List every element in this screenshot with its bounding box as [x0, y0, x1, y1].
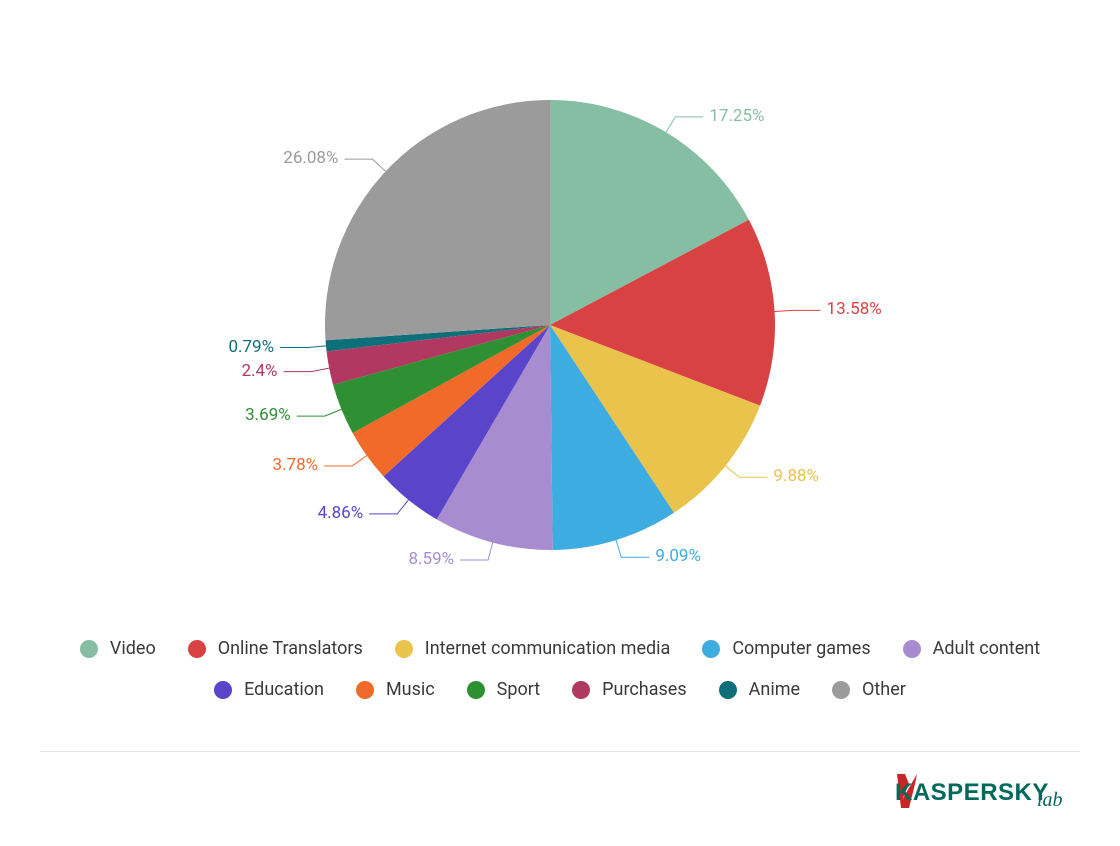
slice-label: 4.86%: [318, 503, 364, 523]
legend-label: Internet communication media: [425, 638, 671, 659]
legend-item: Sport: [467, 679, 541, 700]
legend-item: Education: [214, 679, 324, 700]
leader-line: [616, 540, 649, 557]
legend-dot-icon: [719, 681, 737, 699]
slice-label: 9.09%: [655, 546, 701, 566]
legend-dot-icon: [214, 681, 232, 699]
legend-label: Anime: [749, 679, 800, 700]
legend-label: Purchases: [602, 679, 686, 700]
legend-item: Computer games: [702, 638, 870, 659]
legend-label: Sport: [497, 679, 541, 700]
legend-item: Online Translators: [188, 638, 363, 659]
legend-item: Other: [832, 679, 906, 700]
legend-dot-icon: [467, 681, 485, 699]
pie-slice: [325, 100, 550, 340]
svg-text:lab: lab: [1037, 789, 1063, 811]
legend-item: Music: [356, 679, 435, 700]
legend-dot-icon: [832, 681, 850, 699]
slice-label: 2.4%: [241, 361, 277, 381]
legend: Video Online Translators Internet communic…: [60, 628, 1060, 710]
legend-label: Music: [386, 679, 435, 700]
slice-label: 3.69%: [245, 405, 291, 425]
leader-line: [344, 159, 385, 171]
legend-label: Computer games: [732, 638, 870, 659]
legend-item: Adult content: [903, 638, 1040, 659]
legend-dot-icon: [702, 640, 720, 658]
leader-line: [284, 368, 330, 371]
slice-label: 13.58%: [827, 299, 882, 319]
leader-line: [280, 346, 326, 348]
divider-line: [40, 751, 1080, 752]
brand-logo: KASPERSKY lab: [895, 770, 1075, 812]
legend-dot-icon: [356, 681, 374, 699]
slice-label: 9.88%: [773, 466, 819, 486]
legend-item: Purchases: [572, 679, 686, 700]
leader-line: [460, 543, 493, 560]
slice-label: 3.78%: [273, 455, 319, 475]
legend-dot-icon: [80, 640, 98, 658]
legend-label: Adult content: [933, 638, 1040, 659]
leader-line: [725, 466, 767, 477]
legend-label: Education: [244, 679, 324, 700]
slice-label: 8.59%: [408, 549, 454, 569]
legend-dot-icon: [188, 640, 206, 658]
legend-label: Online Translators: [218, 638, 363, 659]
legend-dot-icon: [395, 640, 413, 658]
leader-line: [775, 310, 821, 311]
slice-label: 17.25%: [709, 106, 764, 126]
slice-label: 26.08%: [283, 148, 338, 168]
leader-line: [324, 456, 367, 466]
leader-line: [369, 500, 408, 514]
legend-label: Other: [862, 679, 906, 700]
legend-item: Internet communication media: [395, 638, 671, 659]
legend-dot-icon: [572, 681, 590, 699]
slice-label: 0.79%: [228, 337, 274, 357]
legend-item: Anime: [719, 679, 800, 700]
legend-dot-icon: [903, 640, 921, 658]
leader-line: [297, 409, 342, 416]
pie-chart-container: 17.25% 13.58% 9.88% 9.09% 8.59% 4.86% 3.78% 3.6…: [0, 0, 1120, 846]
svg-text:KASPERSKY: KASPERSKY: [895, 779, 1049, 806]
leader-line: [666, 117, 703, 132]
legend-label: Video: [110, 638, 156, 659]
legend-item: Video: [80, 638, 156, 659]
